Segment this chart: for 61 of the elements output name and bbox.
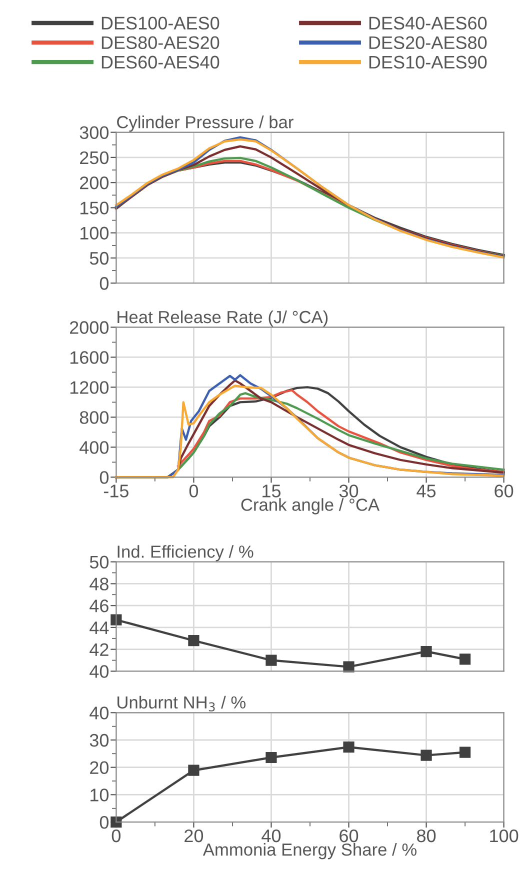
x-tick-label: 80 [417,829,436,842]
x-tick-label: 40 [262,829,281,842]
point [266,654,277,666]
y-tick-label: 40 [90,706,109,720]
y-tick-label: 800 [80,411,109,424]
y-tick-label: 1600 [70,351,109,364]
y-tick-label: 48 [90,578,108,590]
y-tick-label: 0 [100,471,109,484]
x-tick-label: 60 [340,829,358,842]
y-tick-label: 30 [90,734,109,747]
x-tick-label: 100 [490,829,518,842]
point [110,816,122,828]
legend-label: DES20-AES80 [369,36,487,50]
line-series [177,389,505,474]
y-tick-label: 200 [80,176,109,190]
point [110,614,122,626]
chart-title: Heat Release Rate (J/ °CA) [118,310,328,327]
legend-label: DES60-AES40 [102,56,220,69]
chart-title: Unburnt NH$_{3}$ / % [118,696,246,712]
x-axis-title: Ammonia Energy Share / % [202,843,416,860]
x-tick-label: 60 [494,484,514,498]
point [266,752,277,764]
y-tick-label: 50 [90,556,109,569]
legend-label: DES10-AES90 [369,56,487,69]
y-tick-label: 42 [90,643,108,656]
x-tick-label: -15 [104,484,128,498]
chart-title: Cylinder Pressure / bar [117,116,294,132]
y-tick-label: 46 [90,600,108,612]
y-tick-label: 10 [90,788,109,802]
x-tick-label: 0 [189,484,198,498]
y-tick-label: 44 [90,622,109,634]
point [188,635,200,646]
legend-label: DES40-AES60 [369,16,487,30]
x-tick-label: 15 [262,484,281,498]
y-tick-label: 150 [80,202,109,214]
x-axis-title: Crank angle / °CA [241,498,380,514]
point [343,661,354,672]
y-tick-label: 50 [90,252,109,265]
x-tick-label: 45 [416,484,436,498]
legend-label: DES80-AES20 [102,36,220,50]
x-tick-label: 30 [339,484,358,498]
chart-title: Ind. Efficiency / % [118,545,254,562]
y-tick-label: 250 [80,151,109,164]
point [459,654,471,665]
x-tick-label: 0 [112,829,120,842]
y-tick-label: 2000 [70,321,109,334]
y-tick-label: 0 [100,277,109,290]
y-tick-label: 300 [80,126,109,140]
point [343,742,354,753]
point [459,746,471,758]
y-tick-label: 1200 [70,381,109,394]
legend-label: DES100-AES0 [102,16,220,30]
y-tick-label: 100 [80,226,109,240]
point [420,646,432,658]
y-tick-label: 20 [90,761,109,774]
y-tick-label: 0 [100,816,109,829]
point [188,764,200,776]
y-tick-label: 400 [80,441,109,454]
x-tick-label: 20 [184,829,204,842]
y-tick-label: 40 [90,665,109,678]
point [420,750,432,761]
